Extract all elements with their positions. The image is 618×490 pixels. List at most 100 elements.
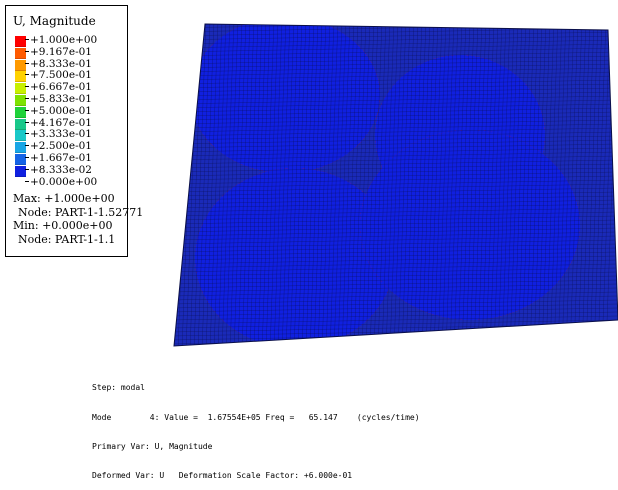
- mesh-line: [174, 239, 618, 249]
- mesh-line: [174, 227, 618, 237]
- mesh-line: [174, 55, 618, 65]
- mesh-line: [174, 247, 618, 257]
- mesh-line: [241, 24, 255, 346]
- mesh-line: [174, 279, 618, 289]
- mesh-line: [249, 24, 263, 346]
- mesh-line: [174, 215, 618, 225]
- mesh-line: [174, 131, 618, 141]
- mesh-line: [174, 219, 618, 229]
- mesh-line: [174, 79, 618, 89]
- mesh-line: [353, 24, 367, 346]
- legend-swatch: [15, 83, 26, 95]
- legend-swatch: [15, 142, 26, 154]
- mesh-line: [585, 24, 599, 346]
- mesh-line: [281, 24, 295, 346]
- mesh-line: [409, 24, 423, 346]
- viewport-model[interactable]: [170, 20, 618, 350]
- plate-outline: [173, 23, 618, 347]
- mesh-line: [529, 24, 543, 346]
- legend-swatch: [15, 71, 26, 83]
- mesh-line: [461, 24, 475, 346]
- mesh-line: [505, 24, 519, 346]
- mesh-line: [174, 99, 618, 109]
- mesh-line: [397, 24, 411, 346]
- mesh-line: [174, 95, 618, 105]
- mesh-line: [174, 287, 618, 297]
- mesh-line: [174, 167, 618, 177]
- contour-lobe: [190, 24, 380, 173]
- mesh-line: [174, 127, 618, 137]
- mesh-line: [174, 307, 618, 317]
- mesh-line: [581, 24, 595, 346]
- mesh-line: [525, 24, 539, 346]
- mesh-line: [593, 24, 607, 346]
- mesh-line: [589, 24, 603, 346]
- mesh-line: [565, 24, 579, 346]
- mesh-line: [174, 63, 618, 73]
- mesh-line: [174, 139, 618, 149]
- legend-tick-label: +2.500e-01: [25, 140, 92, 153]
- mesh-line: [577, 24, 591, 346]
- mesh-line: [174, 103, 618, 113]
- mesh-line: [174, 175, 618, 185]
- step-info: Step: modal: [92, 383, 145, 393]
- mesh-line: [174, 191, 618, 201]
- legend-min-value: Min: +0.000e+00: [13, 219, 113, 232]
- mesh-line: [277, 24, 291, 346]
- mesh-line: [174, 171, 618, 181]
- mesh-line: [174, 271, 618, 281]
- legend-tick-label: +7.500e-01: [25, 69, 92, 82]
- mesh-line: [413, 24, 427, 346]
- mesh-line: [261, 24, 275, 346]
- legend-swatch: [15, 130, 26, 142]
- mesh-line: [174, 47, 618, 57]
- mesh-line: [473, 24, 487, 346]
- legend-tick-label: +3.333e-01: [25, 128, 92, 141]
- mesh-line: [365, 24, 379, 346]
- mesh-line: [489, 24, 503, 346]
- mesh-line: [573, 24, 587, 346]
- legend-swatch: [15, 59, 26, 71]
- legend-tick-label: +8.333e-01: [25, 57, 92, 70]
- mesh-line: [537, 24, 551, 346]
- legend-title: U, Magnitude: [13, 14, 96, 28]
- mesh-line: [401, 24, 415, 346]
- mesh-line: [174, 315, 618, 325]
- mesh-line: [174, 151, 618, 161]
- mesh-line: [174, 179, 618, 189]
- mesh-line: [305, 24, 319, 346]
- mesh-line: [174, 207, 618, 217]
- mesh-line: [174, 195, 618, 205]
- mesh-line: [501, 24, 515, 346]
- mesh-line: [481, 24, 495, 346]
- mesh-line: [541, 24, 555, 346]
- mesh-line: [174, 231, 618, 241]
- mesh-line: [373, 24, 387, 346]
- mesh-line: [174, 39, 618, 49]
- mesh-line: [349, 24, 363, 346]
- mesh-line: [317, 24, 331, 346]
- mesh-line: [513, 24, 527, 346]
- mesh-line: [297, 24, 311, 346]
- mesh-line: [289, 24, 303, 346]
- mesh-line: [174, 43, 618, 53]
- mesh-line: [174, 147, 618, 157]
- mesh-line: [174, 319, 618, 329]
- mesh-line: [237, 24, 251, 346]
- mesh-line: [174, 299, 618, 309]
- mesh-line: [174, 51, 618, 61]
- mesh-line: [174, 87, 618, 97]
- mesh-line: [257, 24, 271, 346]
- mesh-line: [174, 283, 618, 293]
- mesh-line: [174, 35, 618, 45]
- legend-tick-label: +9.167e-01: [25, 45, 92, 58]
- legend-swatch: [15, 36, 26, 47]
- legend-tick-label: +5.833e-01: [25, 93, 92, 105]
- mesh-line: [174, 115, 618, 125]
- legend-swatch: [15, 95, 26, 106]
- mesh-line: [174, 24, 618, 25]
- primary-var-info: Primary Var: U, Magnitude: [92, 441, 213, 451]
- mesh-line: [345, 24, 359, 346]
- mesh-line: [493, 24, 507, 346]
- mesh-line: [597, 24, 611, 346]
